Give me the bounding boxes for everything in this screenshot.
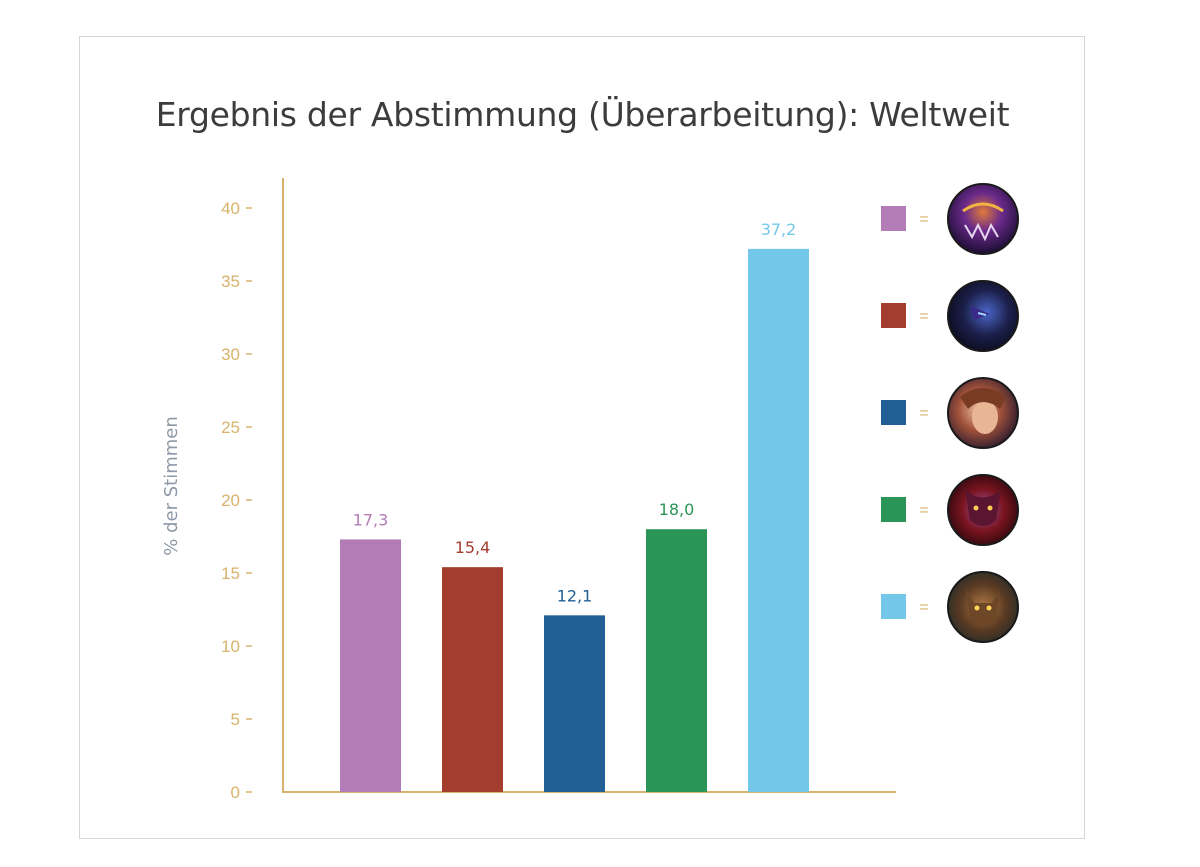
legend-entry: = bbox=[881, 183, 1019, 255]
legend-equals: = bbox=[919, 405, 928, 422]
champion-portrait-werewolf-icon bbox=[947, 571, 1019, 643]
bar bbox=[442, 567, 503, 792]
legend-entry: = bbox=[881, 377, 1019, 449]
chart-title: Ergebnis der Abstimmung (Überarbeitung):… bbox=[155, 95, 1010, 134]
y-tick-label: 0 bbox=[231, 783, 240, 802]
bar bbox=[646, 529, 707, 792]
bar bbox=[544, 615, 605, 792]
bar bbox=[748, 248, 809, 792]
legend-marker bbox=[881, 400, 906, 425]
legend: = = = = = bbox=[881, 183, 1019, 643]
champion-portrait-purple-monster-icon bbox=[947, 183, 1019, 255]
bar-value-label: 18,0 bbox=[659, 500, 695, 519]
legend-equals: = bbox=[919, 502, 928, 519]
champion-portrait-warrior-woman-icon bbox=[947, 377, 1019, 449]
legend-marker bbox=[881, 303, 906, 328]
champion-portrait-dark-armored-icon bbox=[947, 280, 1019, 352]
y-tick-label: 10 bbox=[221, 637, 240, 656]
bar-value-label: 15,4 bbox=[455, 538, 491, 557]
y-axis-label: % der Stimmen bbox=[161, 416, 182, 555]
legend-entry: = bbox=[881, 474, 1019, 546]
bars: 17,3 15,4 12,1 18,0 37,2 bbox=[340, 220, 809, 792]
legend-equals: = bbox=[919, 308, 928, 325]
y-tick-label: 20 bbox=[221, 491, 240, 510]
y-tick-label: 25 bbox=[221, 418, 240, 437]
legend-equals: = bbox=[919, 211, 928, 228]
legend-marker bbox=[881, 206, 906, 231]
y-tick-label: 40 bbox=[221, 199, 240, 218]
y-tick-label: 5 bbox=[231, 710, 240, 729]
legend-equals: = bbox=[919, 599, 928, 616]
legend-marker bbox=[881, 497, 906, 522]
y-axis-ticks: 0 5 10 15 20 25 30 35 40 bbox=[221, 199, 252, 802]
legend-entry: = bbox=[881, 571, 1019, 643]
bar-value-label: 12,1 bbox=[557, 586, 593, 605]
y-tick-label: 35 bbox=[221, 272, 240, 291]
legend-marker bbox=[881, 594, 906, 619]
bar-value-label: 17,3 bbox=[353, 510, 389, 529]
bar-value-label: 37,2 bbox=[761, 220, 797, 239]
champion-portrait-red-demon-icon bbox=[947, 474, 1019, 546]
y-tick-label: 15 bbox=[221, 564, 240, 583]
legend-entry: = bbox=[881, 280, 1019, 352]
bar bbox=[340, 539, 401, 792]
y-tick-label: 30 bbox=[221, 345, 240, 364]
